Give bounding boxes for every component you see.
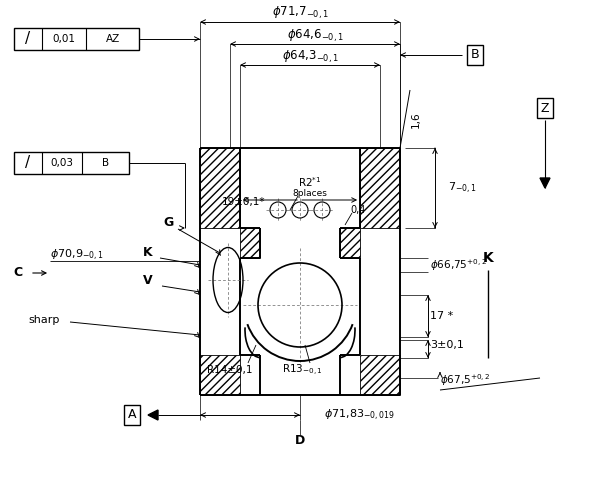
Text: 0,4: 0,4 bbox=[350, 205, 365, 215]
Text: $\phi$71,7$_{-0,1}$: $\phi$71,7$_{-0,1}$ bbox=[272, 5, 328, 21]
FancyBboxPatch shape bbox=[14, 28, 139, 50]
Text: 7$_{-0,1}$: 7$_{-0,1}$ bbox=[448, 181, 477, 196]
Text: Z: Z bbox=[541, 101, 549, 114]
Text: 0,03: 0,03 bbox=[50, 158, 74, 168]
Text: 0,01: 0,01 bbox=[53, 34, 76, 44]
Text: 17 *: 17 * bbox=[430, 311, 453, 321]
Text: sharp: sharp bbox=[28, 315, 59, 325]
Polygon shape bbox=[360, 148, 400, 228]
Text: 8places: 8places bbox=[293, 188, 328, 198]
Text: /: / bbox=[25, 155, 31, 170]
Text: R14±0,1: R14±0,1 bbox=[207, 365, 253, 375]
Text: $\phi$64,3$_{-0,1}$: $\phi$64,3$_{-0,1}$ bbox=[281, 49, 338, 65]
Text: B: B bbox=[103, 158, 110, 168]
Text: R13$_{-0,1}$: R13$_{-0,1}$ bbox=[281, 362, 322, 377]
Text: AZ: AZ bbox=[106, 34, 120, 44]
Text: $\phi$64,6$_{-0,1}$: $\phi$64,6$_{-0,1}$ bbox=[287, 28, 343, 44]
Polygon shape bbox=[340, 228, 360, 258]
Text: R2$^{*1}$: R2$^{*1}$ bbox=[298, 175, 322, 189]
Polygon shape bbox=[148, 410, 158, 420]
Text: B: B bbox=[470, 49, 479, 61]
Text: 19±0,1*: 19±0,1* bbox=[222, 197, 265, 207]
Text: V: V bbox=[143, 274, 153, 286]
Polygon shape bbox=[200, 148, 240, 228]
FancyBboxPatch shape bbox=[14, 152, 129, 174]
Text: K: K bbox=[143, 245, 153, 259]
Text: $\phi$67,5$^{+0,2}$: $\phi$67,5$^{+0,2}$ bbox=[440, 372, 490, 388]
Polygon shape bbox=[360, 355, 400, 395]
Text: 3±0,1: 3±0,1 bbox=[430, 340, 464, 350]
Text: $\phi$66,75$^{+0,2}$: $\phi$66,75$^{+0,2}$ bbox=[430, 257, 487, 273]
Text: /: / bbox=[25, 32, 31, 46]
Polygon shape bbox=[540, 178, 550, 188]
Text: K: K bbox=[482, 251, 493, 265]
Text: $\phi$70,9$_{-0,1}$: $\phi$70,9$_{-0,1}$ bbox=[50, 247, 104, 262]
Text: 1,6: 1,6 bbox=[411, 112, 421, 128]
Text: $\phi$71,83$_{-0,019}$: $\phi$71,83$_{-0,019}$ bbox=[325, 408, 395, 423]
Text: A: A bbox=[128, 409, 136, 422]
Polygon shape bbox=[240, 228, 260, 258]
Text: G: G bbox=[163, 216, 173, 228]
Text: D: D bbox=[295, 433, 305, 447]
Polygon shape bbox=[200, 355, 240, 395]
Text: C: C bbox=[13, 266, 23, 280]
